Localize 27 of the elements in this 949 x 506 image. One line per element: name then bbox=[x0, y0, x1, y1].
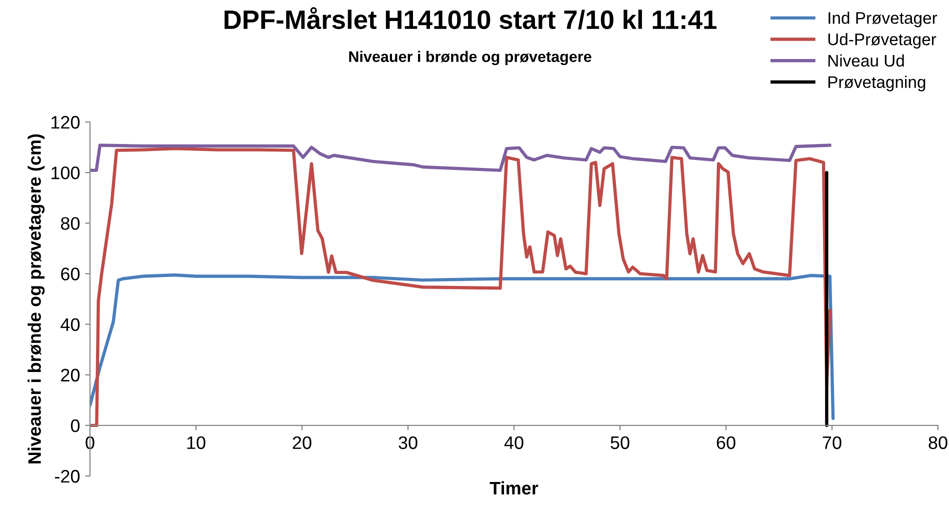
legend-label: Ud-Prøvetager bbox=[828, 33, 936, 49]
chart-title: DPF-Mårslet H141010 start 7/10 kl 11:41 bbox=[224, 7, 716, 30]
line-series bbox=[90, 146, 832, 428]
y-tick-label: 60 bbox=[61, 268, 80, 280]
x-tick-label: 60 bbox=[716, 436, 736, 450]
line-series bbox=[90, 144, 832, 172]
x-tick-label: 10 bbox=[187, 436, 206, 450]
x-tick-label: 80 bbox=[928, 436, 948, 450]
y-tick-label: 0 bbox=[70, 419, 80, 432]
x-tick-label: 70 bbox=[822, 436, 842, 450]
y-axis-title: Niveauer i brønde og prøvetagere (cm) bbox=[28, 134, 45, 464]
legend-label: Prøvetagning bbox=[828, 76, 926, 92]
legend-label: Niveau Ud bbox=[828, 54, 904, 67]
y-tick-label: 100 bbox=[52, 166, 80, 180]
y-tick-label: -20 bbox=[54, 470, 80, 483]
line-series bbox=[90, 273, 835, 420]
chart-subtitle: Niveauer i brønde og prøvetagere bbox=[349, 50, 592, 66]
y-tick-label: 20 bbox=[61, 368, 80, 382]
x-tick-label: 20 bbox=[292, 436, 312, 450]
y-tick-label: 40 bbox=[60, 318, 80, 332]
x-tick-label: 50 bbox=[610, 436, 630, 450]
x-axis-title: Timer bbox=[490, 481, 538, 495]
y-tick-label: 120 bbox=[52, 116, 80, 129]
x-tick-label: 30 bbox=[398, 436, 418, 450]
y-tick-label: 80 bbox=[60, 217, 80, 230]
x-tick-label: 40 bbox=[504, 436, 524, 450]
legend-label: Ind Prøvetager bbox=[828, 12, 938, 28]
